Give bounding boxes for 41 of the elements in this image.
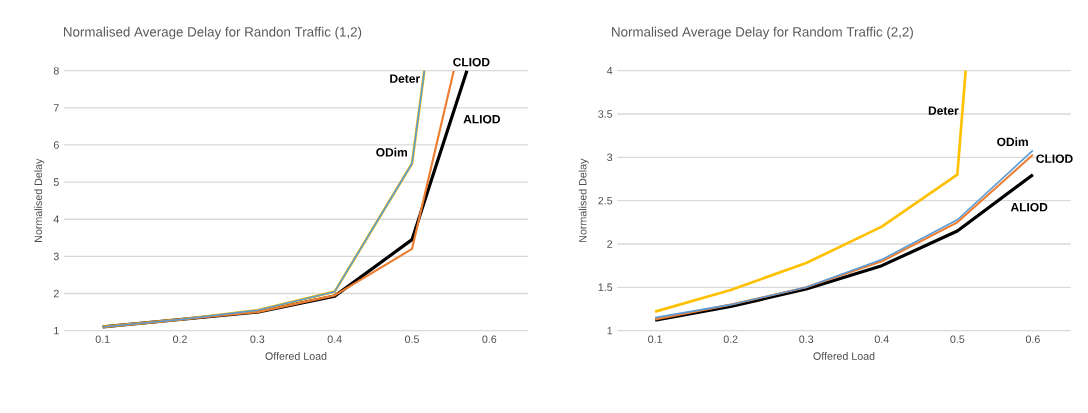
x-tick-label: 0.3	[250, 335, 265, 343]
y-axis-title: Normalised Delay	[578, 158, 589, 242]
x-tick-label: 0.1	[95, 335, 110, 343]
chart-title: Normalised Average Delay for Random Traffic (2,2)	[612, 26, 913, 40]
x-axis-title: Offered Load	[813, 351, 875, 360]
x-tick-label: 0.6	[482, 335, 497, 343]
chart-title: Normalised Average Delay for Randon Traffic (1,2)	[64, 26, 362, 40]
series-label: ODim	[376, 147, 407, 157]
y-tick-label: 3	[607, 153, 613, 161]
x-tick-label: 0.4	[874, 335, 889, 343]
y-tick-label: 4	[53, 215, 59, 223]
y-tick-label: 2	[53, 289, 59, 298]
series-label: Deter	[928, 106, 959, 115]
x-tick-label: 0.1	[648, 335, 663, 343]
series-label: Deter	[390, 74, 420, 83]
x-tick-label: 0.2	[723, 335, 738, 343]
y-tick-label: 5	[53, 178, 59, 186]
y-tick-label: 6	[53, 141, 59, 149]
series-label: ALIOD	[463, 114, 500, 124]
series-label: ODim	[997, 137, 1028, 146]
y-tick-label: 8	[53, 66, 59, 75]
y-axis-title: Normalised Delay	[34, 158, 45, 242]
x-tick-label: 0.4	[327, 335, 342, 343]
y-tick-label: 3	[53, 252, 59, 260]
x-tick-label: 0.6	[1025, 335, 1040, 343]
x-tick-label: 0.3	[799, 335, 814, 343]
y-tick-label: 2	[607, 240, 613, 248]
x-tick-label: 0.2	[173, 335, 187, 343]
y-tick-label: 3.5	[598, 110, 613, 118]
y-tick-label: 1.5	[598, 283, 613, 291]
y-tick-label: 4	[606, 66, 613, 75]
y-tick-label: 7	[53, 103, 59, 112]
series-label: CLIOD	[1036, 154, 1073, 163]
y-tick-label: 1	[54, 326, 59, 335]
series-label: ALIOD	[1010, 202, 1048, 212]
x-axis-title: Offered Load	[265, 351, 327, 360]
y-tick-label: 2.5	[598, 196, 613, 205]
x-tick-label: 0.5	[405, 335, 419, 343]
y-tick-label: 1	[607, 326, 613, 335]
series-label: CLIOD	[453, 57, 490, 67]
x-tick-label: 0.5	[950, 335, 965, 343]
